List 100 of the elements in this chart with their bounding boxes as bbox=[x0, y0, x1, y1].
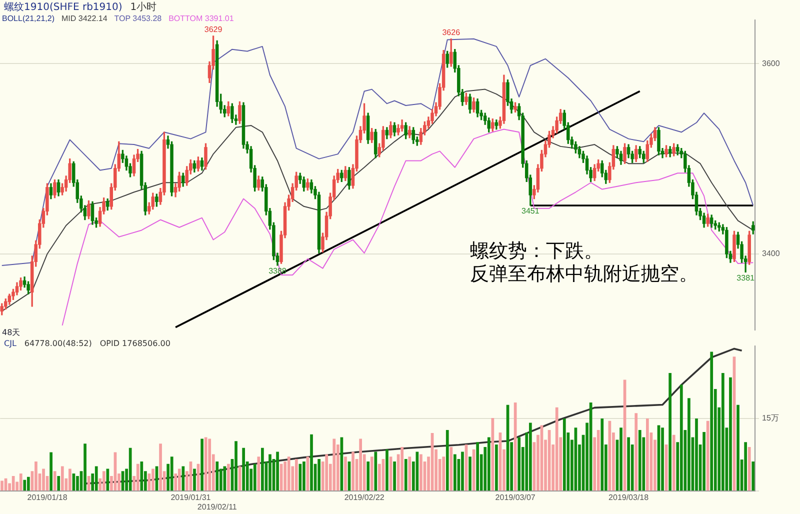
bar bbox=[752, 461, 755, 491]
bar bbox=[680, 384, 683, 491]
bar bbox=[294, 459, 298, 491]
bar bbox=[359, 438, 362, 491]
bar bbox=[661, 428, 664, 491]
bar bbox=[42, 468, 45, 491]
annotation: 螺纹势：下跌。 bbox=[470, 239, 603, 264]
x-tick-label: 2019/02/22 bbox=[344, 492, 385, 502]
annotation: 3629 bbox=[204, 25, 223, 34]
text: MID 3422.14 bbox=[61, 14, 108, 23]
bar bbox=[102, 471, 106, 491]
bar bbox=[446, 430, 449, 491]
bar bbox=[310, 434, 313, 491]
bar bbox=[276, 452, 279, 491]
bar bbox=[68, 468, 72, 491]
bar bbox=[234, 441, 238, 491]
bar bbox=[514, 402, 517, 491]
bar bbox=[12, 476, 15, 491]
bar bbox=[702, 432, 706, 491]
bar bbox=[600, 418, 604, 491]
bar bbox=[393, 461, 396, 491]
bar bbox=[420, 454, 422, 491]
bar bbox=[318, 459, 320, 491]
bar bbox=[476, 442, 480, 491]
bar bbox=[170, 456, 174, 491]
bar bbox=[672, 434, 676, 491]
bar bbox=[562, 418, 566, 491]
bar bbox=[325, 454, 328, 491]
x-tick-label: 2019/01/18 bbox=[27, 492, 68, 502]
bar bbox=[344, 456, 347, 491]
bar bbox=[729, 377, 732, 491]
annotation: 3626 bbox=[442, 28, 461, 38]
bar bbox=[518, 437, 521, 491]
bar bbox=[370, 456, 374, 491]
bar bbox=[152, 468, 154, 491]
x-tick-label: 2019/03/07 bbox=[495, 492, 536, 502]
bar bbox=[332, 438, 336, 491]
y-tick-label: 3400 bbox=[762, 249, 780, 258]
bar bbox=[491, 418, 494, 491]
bar bbox=[253, 464, 256, 491]
bar bbox=[136, 464, 140, 491]
bar bbox=[668, 373, 672, 491]
bar bbox=[261, 448, 264, 491]
bar bbox=[242, 448, 245, 491]
bar bbox=[555, 407, 558, 491]
bar bbox=[721, 373, 724, 491]
x-tick-label: 2019/03/18 bbox=[608, 492, 650, 502]
bar bbox=[495, 444, 498, 491]
bar bbox=[60, 466, 64, 491]
bar bbox=[442, 456, 446, 491]
chart-subtitle: 1小时 bbox=[130, 2, 157, 13]
bar bbox=[200, 438, 204, 491]
bar bbox=[400, 446, 404, 491]
bar bbox=[302, 461, 306, 491]
bar bbox=[23, 480, 26, 491]
bar bbox=[748, 446, 751, 491]
bar bbox=[287, 456, 290, 491]
bar bbox=[710, 352, 714, 491]
annotation: 48天 bbox=[2, 327, 20, 338]
bar bbox=[352, 452, 354, 491]
bar bbox=[688, 398, 690, 491]
annotation: OPID 1768506.00 bbox=[100, 339, 170, 348]
bar bbox=[374, 452, 378, 491]
text: TOP 3453.28 bbox=[114, 14, 162, 23]
bar bbox=[736, 404, 740, 491]
bar bbox=[94, 466, 98, 491]
bar bbox=[404, 459, 408, 491]
bar bbox=[638, 430, 642, 491]
bar bbox=[182, 466, 185, 491]
bar bbox=[627, 437, 630, 491]
bar bbox=[450, 446, 453, 491]
bar bbox=[454, 454, 456, 491]
bar bbox=[193, 468, 196, 491]
bar bbox=[19, 474, 22, 491]
bar bbox=[50, 452, 52, 491]
x-tick-label: 2019/01/31 bbox=[170, 492, 212, 502]
bar bbox=[408, 456, 412, 491]
bar bbox=[634, 413, 638, 491]
bar bbox=[26, 476, 30, 491]
bar bbox=[178, 468, 181, 491]
bar bbox=[140, 461, 144, 491]
bar bbox=[128, 448, 132, 491]
bar bbox=[744, 442, 747, 491]
bar bbox=[487, 437, 490, 491]
annotation: 64778.00(48:52) bbox=[24, 339, 92, 348]
y-tick-label: 15万 bbox=[762, 414, 779, 423]
bar bbox=[57, 476, 60, 491]
bar bbox=[34, 461, 38, 491]
chart-title: 螺纹1910(SHFE rb1910) bbox=[4, 2, 122, 13]
x-tick-label: 2019/02/11 bbox=[197, 502, 238, 512]
bar bbox=[257, 456, 260, 491]
bar bbox=[159, 444, 162, 491]
bar bbox=[461, 452, 464, 491]
bar bbox=[596, 430, 600, 491]
bar bbox=[695, 418, 698, 491]
text: BOTTOM 3391.01 bbox=[168, 14, 234, 23]
chart-title: CJL bbox=[4, 339, 16, 348]
annotation: 反弹至布林中轨附近抛空。 bbox=[470, 262, 698, 287]
annotation: 3381 bbox=[736, 273, 756, 282]
bar bbox=[620, 428, 622, 491]
